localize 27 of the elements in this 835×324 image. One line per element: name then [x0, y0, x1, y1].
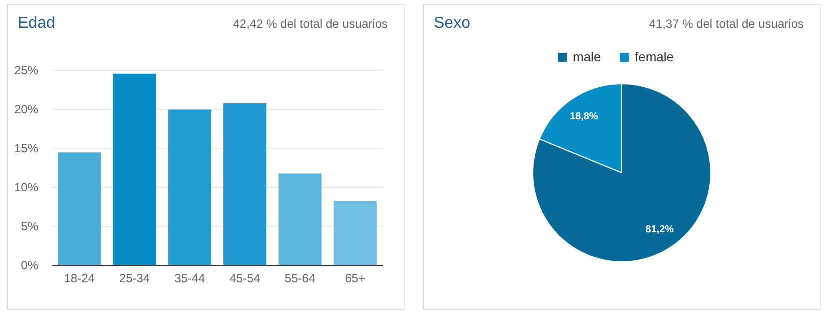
data-label: 18,8% [570, 112, 598, 123]
bar [113, 74, 156, 265]
y-tick-label: 15% [14, 142, 39, 156]
x-tick-label: 35-44 [174, 272, 206, 286]
bar [334, 201, 377, 265]
y-tick-label: 25% [14, 64, 39, 78]
chart-subtitle: 41,37 % del total de usuarios [649, 17, 804, 31]
pie-slice [532, 84, 712, 262]
bar [278, 174, 322, 265]
y-tick-label: 0% [21, 258, 39, 272]
chart-title: Sexo [434, 15, 470, 33]
x-tick-label: 25-34 [119, 272, 150, 286]
y-tick-label: 5% [21, 220, 39, 234]
x-tick-label: 45-54 [230, 272, 261, 286]
data-label: 81,2% [646, 224, 674, 236]
x-tick-label: 55-64 [284, 272, 316, 286]
bar [224, 104, 267, 265]
legend-label: male [573, 50, 602, 65]
y-tick-label: 10% [14, 180, 39, 194]
y-tick-label: 20% [14, 102, 39, 116]
bar [168, 110, 212, 265]
chart-subtitle: 42,42 % del total de usuarios [233, 17, 388, 31]
x-tick-label: 18-24 [64, 272, 96, 286]
x-tick-label: 65+ [345, 272, 366, 286]
legend-label: female [635, 50, 674, 65]
bar [58, 152, 102, 265]
chart-title: Edad [18, 15, 56, 33]
